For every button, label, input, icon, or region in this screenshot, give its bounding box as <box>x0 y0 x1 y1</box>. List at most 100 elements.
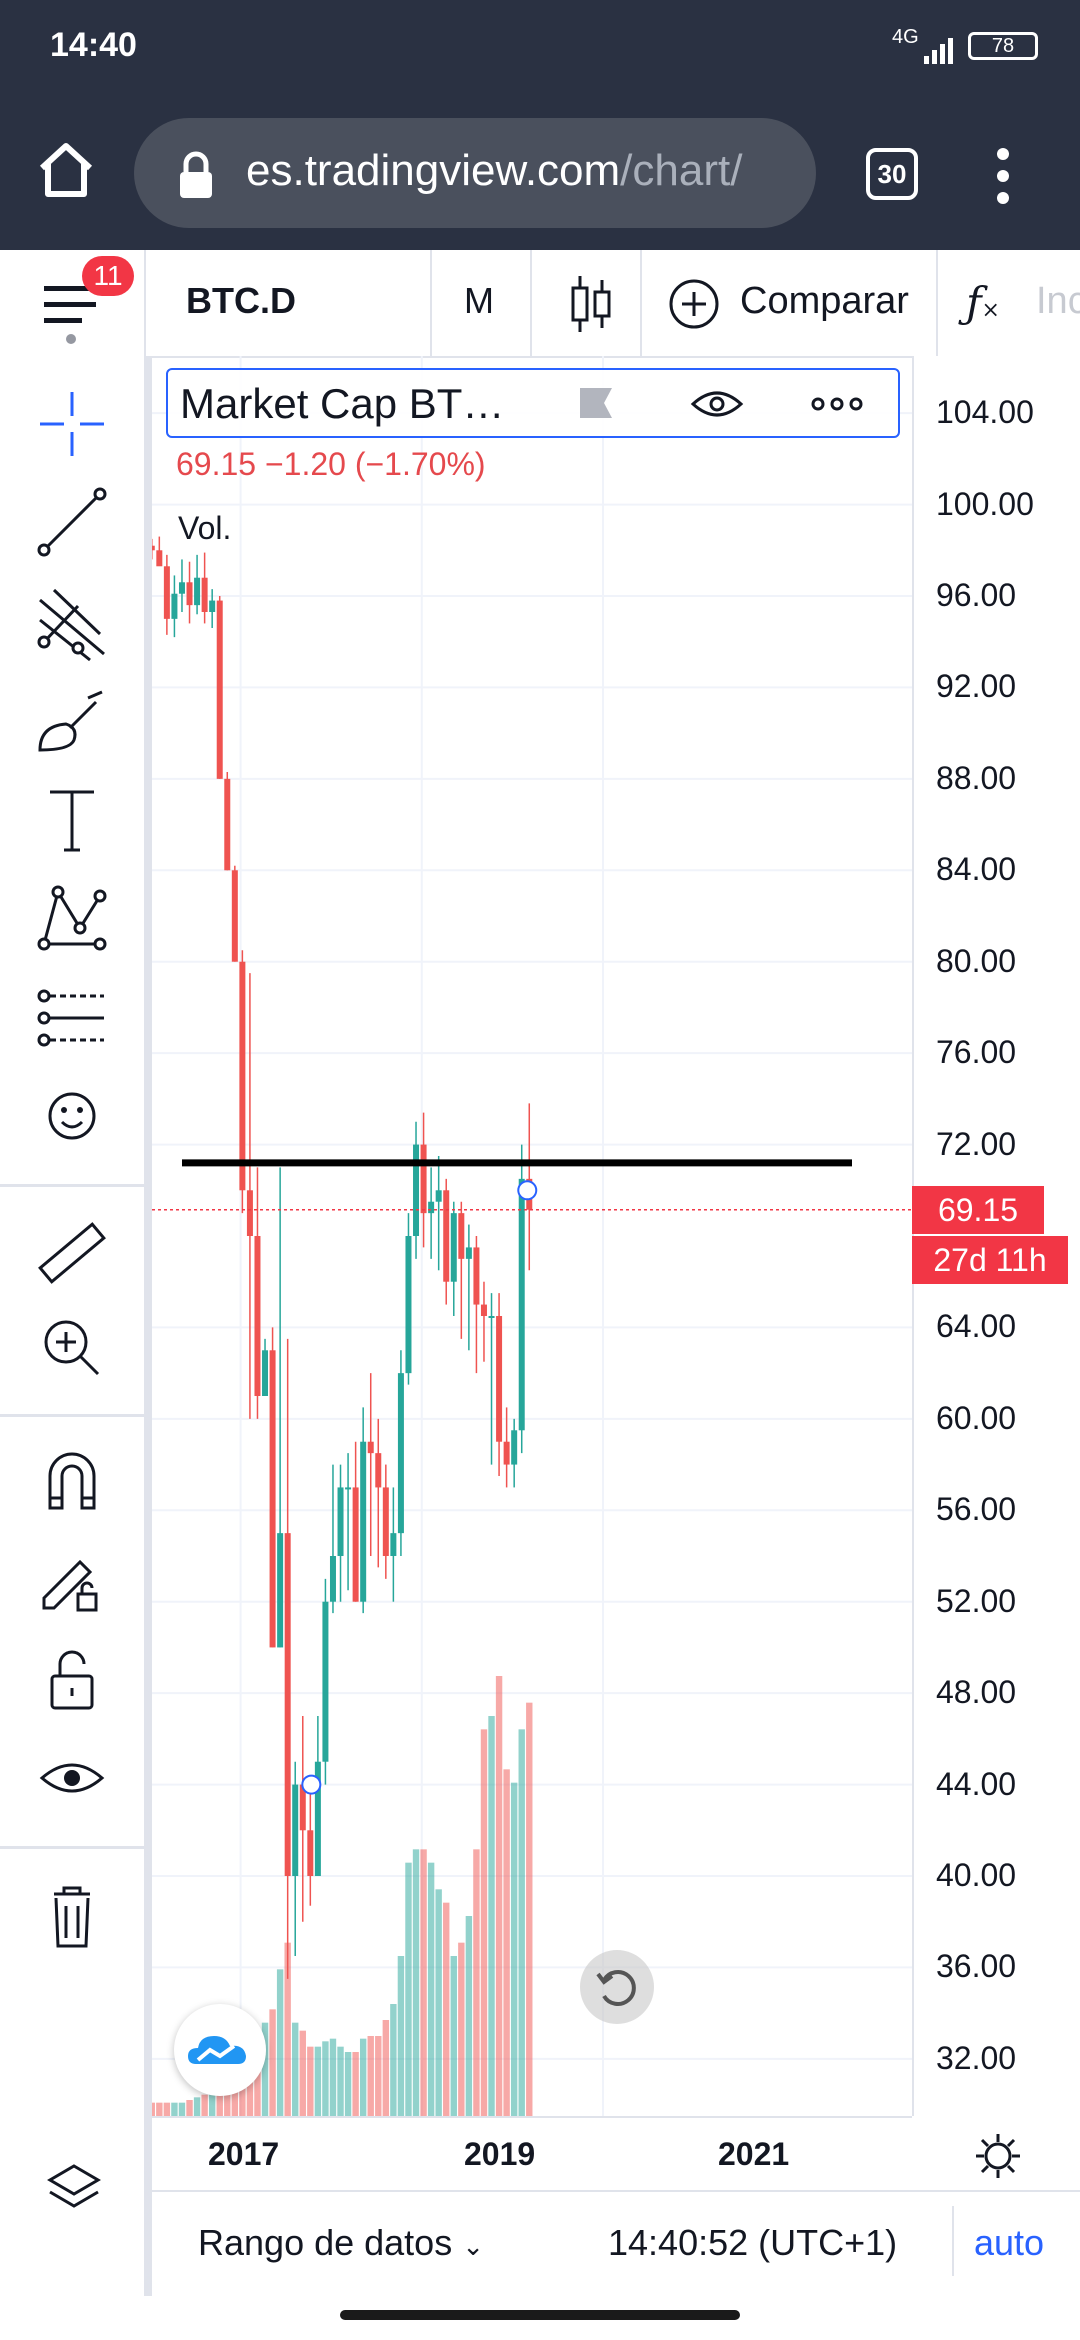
menu-dot-icon <box>66 334 76 344</box>
candles <box>152 536 533 1979</box>
price-tick: 72.00 <box>936 1125 1017 1162</box>
trend-line-icon[interactable] <box>30 480 114 564</box>
toolbar-divider <box>530 250 532 356</box>
candle-body <box>458 1213 465 1259</box>
unlock-icon[interactable] <box>30 1636 114 1720</box>
candle-body <box>194 577 201 606</box>
candle-body <box>496 1316 503 1442</box>
time-tick: 2017 <box>208 2136 280 2172</box>
volume-bar <box>352 2052 359 2116</box>
candle-body <box>382 1487 389 1556</box>
candle-body <box>163 566 170 619</box>
timezone-clock[interactable]: 14:40:52 (UTC+1) <box>608 2222 898 2263</box>
candlestick-chart-type-icon[interactable] <box>568 274 614 334</box>
volume-bar <box>435 1889 442 2116</box>
more-vert-icon[interactable] <box>988 146 1018 206</box>
candle-body <box>518 1178 525 1431</box>
pitchfork-icon[interactable] <box>30 580 114 664</box>
layers-icon[interactable] <box>44 2158 104 2218</box>
candle-body <box>503 1441 510 1465</box>
volume-bar <box>216 2089 223 2116</box>
chevron-down-icon: ⌄ <box>462 2231 485 2261</box>
volume-bar <box>201 2094 208 2116</box>
ruler-icon[interactable] <box>30 1210 114 1294</box>
crosshair-icon[interactable] <box>30 382 114 466</box>
trash-icon[interactable] <box>30 1874 114 1958</box>
volume-bar <box>518 1729 525 2116</box>
tool-divider <box>0 1414 144 1417</box>
symbol-search-button[interactable]: BTC.D <box>186 280 296 321</box>
emoji-icon[interactable] <box>30 1074 114 1158</box>
price-tick: 76.00 <box>936 1034 1017 1071</box>
time-tick: 2019 <box>464 2136 536 2172</box>
hamburger-menu-icon[interactable] <box>44 280 100 330</box>
home-icon[interactable] <box>34 138 98 202</box>
price-tick: 64.00 <box>936 1308 1017 1345</box>
forecast-icon[interactable] <box>30 976 114 1060</box>
candle-body <box>435 1190 442 1202</box>
tool-divider <box>0 1846 144 1849</box>
volume-bar <box>465 1916 473 2116</box>
auto-scale-button[interactable]: auto <box>974 2222 1045 2263</box>
candle-body <box>231 870 238 962</box>
volume-legend[interactable]: Vol. <box>178 510 232 546</box>
candle-body <box>246 1190 253 1236</box>
lock-drawings-icon[interactable] <box>30 1538 114 1622</box>
drawing-toolbar-scrollbar[interactable] <box>144 356 152 2296</box>
eye-icon[interactable] <box>30 1736 114 1820</box>
candle-body <box>209 600 216 612</box>
candle-body <box>480 1304 487 1316</box>
candle-body <box>337 1487 344 1556</box>
price-chart[interactable] <box>152 356 912 2116</box>
eye-icon[interactable] <box>690 386 744 422</box>
volume-bar <box>292 2022 299 2116</box>
reset-chart-button[interactable] <box>580 1950 654 2024</box>
volume-bar <box>390 2004 397 2116</box>
price-tick: 60.00 <box>936 1399 1017 1436</box>
series-title[interactable]: Market Cap BT… <box>180 380 505 427</box>
time-scale[interactable] <box>152 2116 912 2192</box>
brush-icon[interactable] <box>30 680 114 764</box>
compare-button[interactable]: Comparar <box>740 280 909 322</box>
price-tick: 80.00 <box>936 942 1017 979</box>
volume-bar <box>224 2076 231 2116</box>
indicators-fx-icon[interactable]: ƒ× <box>966 278 1000 327</box>
candle-body <box>284 1533 291 1876</box>
tradingview-logo-button[interactable] <box>174 2004 266 2096</box>
home-indicator[interactable] <box>340 2310 740 2320</box>
magnet-icon[interactable] <box>30 1440 114 1524</box>
candle-body <box>156 550 163 567</box>
volume-bar <box>405 1862 412 2116</box>
price-tick: 100.00 <box>936 485 1034 522</box>
bottom-divider <box>952 2206 954 2276</box>
volume-bar <box>458 1942 465 2116</box>
tab-switcher-button[interactable]: 30 <box>866 148 918 200</box>
url-text[interactable]: es.tradingview.com/chart/ <box>246 146 743 195</box>
pattern-icon[interactable] <box>30 876 114 960</box>
interval-button[interactable]: M <box>464 280 494 321</box>
settings-gear-icon[interactable] <box>972 2130 1024 2182</box>
volume-bar <box>375 2036 382 2116</box>
text-tool-icon[interactable] <box>30 778 114 862</box>
signal-icon <box>924 38 953 64</box>
price-tick: 32.00 <box>936 2039 1017 2076</box>
volume-bar <box>337 2046 344 2116</box>
candle-body <box>262 1350 269 1396</box>
indicators-button[interactable]: Inc <box>1036 280 1080 322</box>
date-range-button[interactable]: Rango de datos ⌄ <box>198 2222 484 2264</box>
price-tick: 104.00 <box>936 394 1034 431</box>
price-tick: 52.00 <box>936 1582 1017 1619</box>
series-values: 69.15 −1.20 (−1.70%) <box>176 446 486 483</box>
date-range-label: Rango de datos <box>198 2222 453 2263</box>
zoom-in-icon[interactable] <box>30 1306 114 1390</box>
price-tick: 96.00 <box>936 577 1017 613</box>
candle-body <box>473 1247 480 1305</box>
candle-body <box>178 582 185 594</box>
cloud-chart-icon <box>188 2036 246 2064</box>
series-legend[interactable] <box>166 368 900 438</box>
more-horiz-icon[interactable] <box>810 394 864 414</box>
add-circle-icon[interactable] <box>668 278 720 330</box>
price-tick: 40.00 <box>936 1857 1017 1893</box>
address-bar[interactable] <box>134 118 816 228</box>
flag-icon[interactable] <box>578 386 614 420</box>
